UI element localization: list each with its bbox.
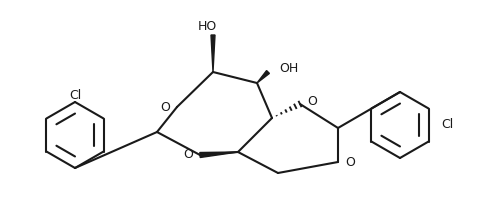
Text: Cl: Cl xyxy=(69,88,81,101)
Text: O: O xyxy=(306,95,316,108)
Text: O: O xyxy=(160,100,169,113)
Polygon shape xyxy=(256,71,269,83)
Polygon shape xyxy=(211,35,215,72)
Text: O: O xyxy=(183,149,192,162)
Text: O: O xyxy=(344,155,354,168)
Polygon shape xyxy=(199,152,238,157)
Text: OH: OH xyxy=(279,61,298,74)
Text: Cl: Cl xyxy=(440,119,452,132)
Text: HO: HO xyxy=(197,20,216,33)
